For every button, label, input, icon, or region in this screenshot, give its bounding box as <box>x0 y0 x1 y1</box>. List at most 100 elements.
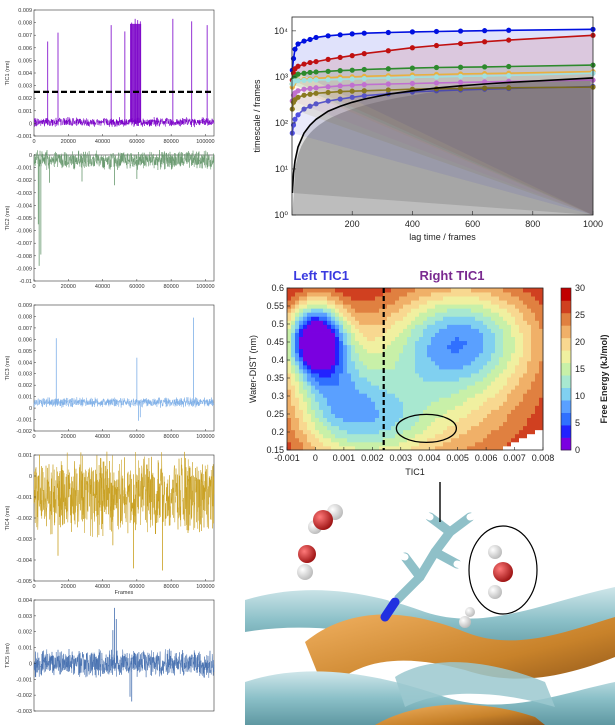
heatmap-cell <box>499 320 504 325</box>
heatmap-cell <box>371 389 376 394</box>
heatmap-cell <box>447 308 452 313</box>
y-tick-label: 0.4 <box>271 355 284 365</box>
heatmap-cell <box>459 393 464 398</box>
heatmap-cell <box>535 425 540 431</box>
heatmap-cell <box>343 316 348 321</box>
heatmap-cell <box>339 296 344 301</box>
heatmap-cell <box>495 385 500 390</box>
heatmap-cell <box>487 348 492 354</box>
timescale-point <box>325 98 331 104</box>
heatmap-cell <box>331 377 336 382</box>
heatmap-cell <box>303 393 308 398</box>
heatmap-cell <box>471 373 476 378</box>
heatmap-cell <box>359 296 364 301</box>
heatmap-cell <box>319 437 324 443</box>
x-tick-label: 80000 <box>163 434 178 440</box>
heatmap-cell <box>383 360 388 366</box>
heatmap-cell <box>419 441 424 447</box>
heatmap-cell <box>531 288 536 293</box>
heatmap-cell <box>435 381 440 386</box>
heatmap-cell <box>523 324 528 329</box>
heatmap-cell <box>471 413 476 418</box>
heatmap-cell <box>495 413 500 418</box>
x-axis-label: lag time / frames <box>409 232 476 242</box>
heatmap-cell <box>375 300 380 305</box>
heatmap-cell <box>355 288 360 293</box>
heatmap-cell <box>475 401 480 406</box>
heatmap-cell <box>435 437 440 443</box>
heatmap-cell <box>311 360 316 366</box>
heatmap-cell <box>343 328 348 333</box>
heatmap-cell <box>303 429 308 435</box>
heatmap-cell <box>455 381 460 386</box>
heatmap-cell <box>335 389 340 394</box>
heatmap-cell <box>343 360 348 366</box>
heatmap-cell <box>455 421 460 427</box>
x-tick-label: 0 <box>32 139 35 145</box>
heatmap-cell <box>499 364 504 370</box>
heatmap-cell <box>371 316 376 321</box>
x-tick-label: 0.001 <box>333 453 356 463</box>
heatmap-cell <box>295 397 300 402</box>
heatmap-cell <box>315 356 320 362</box>
timescale-point <box>313 85 319 91</box>
heatmap-cell <box>331 332 336 337</box>
y-axis-label: timescale / frames <box>252 79 262 153</box>
heatmap-cell <box>471 401 476 406</box>
heatmap-cell <box>475 389 480 394</box>
heatmap-cell <box>459 288 464 293</box>
heatmap-cell <box>367 360 372 366</box>
heatmap-cell <box>363 364 368 370</box>
heatmap-cell <box>403 369 408 374</box>
heatmap-cell <box>315 385 320 390</box>
heatmap-cell <box>479 389 484 394</box>
heatmap-cell <box>443 445 448 451</box>
heatmap-cell <box>295 377 300 382</box>
heatmap-cell <box>315 308 320 313</box>
heatmap-cell <box>431 409 436 414</box>
heatmap-cell <box>467 377 472 382</box>
heatmap-cell <box>407 316 412 321</box>
heatmap-cell <box>511 409 516 414</box>
heatmap-cell <box>455 348 460 354</box>
heatmap-cell <box>431 421 436 427</box>
heatmap-cell <box>307 336 312 342</box>
heatmap-cell <box>479 421 484 427</box>
heatmap-cell <box>495 344 500 350</box>
heatmap-cell <box>519 364 524 370</box>
heatmap-cell <box>395 377 400 382</box>
heatmap-cell <box>291 336 296 342</box>
heatmap-cell <box>375 288 380 293</box>
heatmap-cell <box>391 433 396 439</box>
heatmap-cell <box>355 340 360 346</box>
heatmap-cell <box>447 364 452 370</box>
heatmap-cell <box>503 389 508 394</box>
heatmap-cell <box>399 381 404 386</box>
heatmap-cell <box>451 385 456 390</box>
heatmap-cell <box>503 425 508 431</box>
timescale-point <box>385 48 391 54</box>
heatmap-cell <box>427 369 432 374</box>
heatmap-cell <box>419 336 424 342</box>
heatmap-cell <box>327 288 332 293</box>
heatmap-cell <box>391 425 396 431</box>
heatmap-cell <box>371 441 376 447</box>
heatmap-cell <box>347 377 352 382</box>
heatmap-cell <box>511 356 516 362</box>
heatmap-cell <box>295 429 300 435</box>
heatmap-cell <box>423 296 428 301</box>
heatmap-cell <box>347 385 352 390</box>
heatmap-cell <box>323 332 328 337</box>
heatmap-cell <box>463 437 468 443</box>
heatmap-cell <box>435 421 440 427</box>
heatmap-cell <box>383 417 388 423</box>
heatmap-cell <box>415 373 420 378</box>
heatmap-cell <box>355 360 360 366</box>
heatmap-cell <box>315 437 320 443</box>
heatmap-cell <box>395 393 400 398</box>
heatmap-cell <box>535 336 540 342</box>
heatmap-cell <box>515 429 520 435</box>
heatmap-cell <box>371 425 376 431</box>
y-tick-label: -0.009 <box>16 266 32 272</box>
heatmap-cell <box>451 441 456 447</box>
